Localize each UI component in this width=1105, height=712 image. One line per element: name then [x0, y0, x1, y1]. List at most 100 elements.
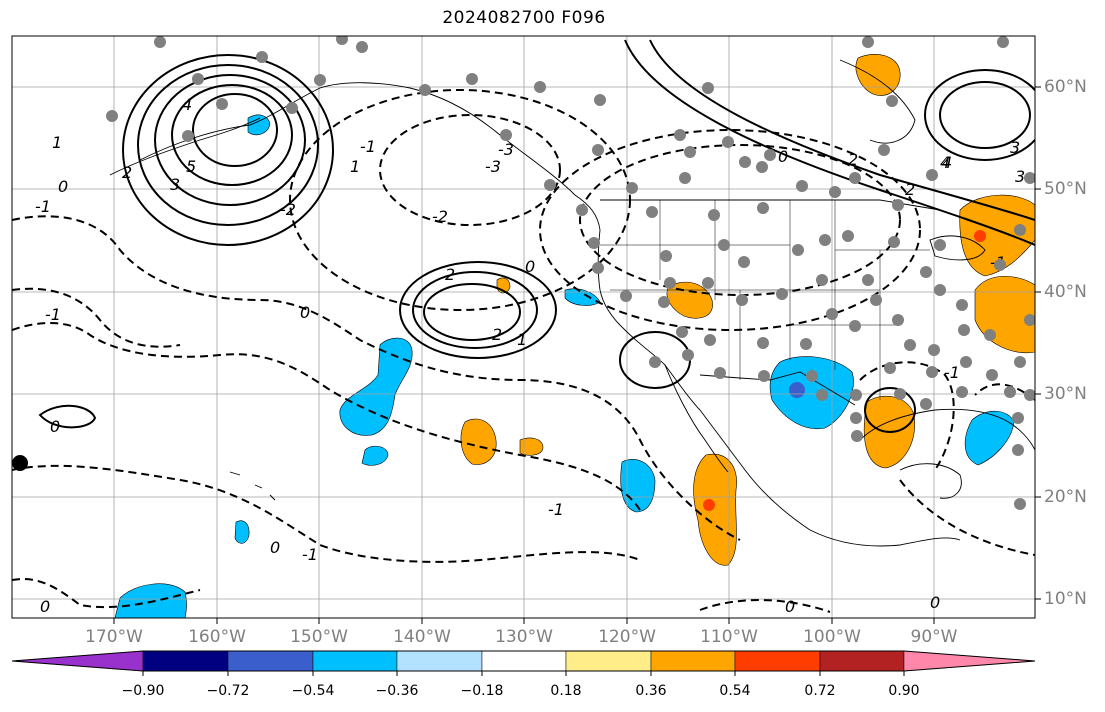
contour-label-group: 3 4 5 4 3 2 1 0 -1 -2 -3 2 1 0 -1 -2 -3 …	[35, 95, 1025, 616]
contour-label: 0	[300, 303, 310, 322]
contour-label: -2	[280, 200, 296, 219]
map-title: 2024082700 F096	[442, 8, 606, 28]
hudson-bay	[839, 59, 916, 144]
contour-label: 0	[785, 597, 795, 616]
negative-region	[339, 337, 413, 436]
lat-label: 20°N	[1044, 487, 1087, 507]
us-mexico-border	[699, 371, 856, 406]
colorbar-segment	[819, 650, 905, 672]
contour-label: 4	[940, 153, 950, 172]
lat-label: 60°N	[1044, 77, 1087, 97]
yucatan	[899, 463, 962, 499]
lat-label: 50°N	[1044, 179, 1087, 199]
negative-region	[620, 459, 656, 513]
contour-label: 0	[930, 593, 940, 612]
coastlines	[109, 59, 1035, 547]
map-background	[12, 36, 1035, 618]
contour-label: 2	[848, 150, 858, 169]
contour-label: 0	[270, 538, 280, 557]
contour-label: -1	[548, 500, 564, 519]
colorbar-segment	[396, 650, 483, 672]
negative-contours	[12, 89, 1035, 613]
colorbar-segment	[312, 650, 398, 672]
mexico-west-coast	[699, 409, 961, 547]
contour-label: 1	[52, 133, 62, 152]
lon-label: 120°W	[598, 627, 656, 647]
lon-label: 160°W	[188, 627, 246, 647]
lat-label: 10°N	[1044, 589, 1087, 609]
contour-label: -2	[432, 207, 448, 226]
colorbar-segment	[481, 650, 567, 672]
contour-label: 0	[778, 147, 788, 166]
colorbar-tick-label: 0.18	[550, 683, 582, 699]
colorbar-tick-label: −0.72	[206, 683, 250, 699]
contour-label: -1	[45, 305, 61, 324]
colorbar-segment	[227, 650, 314, 672]
contour-label: 2	[122, 163, 132, 182]
contour-label: 5	[186, 157, 196, 176]
colorbar-tick-label: 0.72	[804, 683, 836, 699]
positive-region	[693, 453, 737, 566]
colorbar	[11, 650, 1036, 676]
positive-peak	[703, 499, 715, 511]
contour-label: -1	[35, 197, 51, 216]
hawaii-islands	[229, 471, 276, 501]
colorbar-segment	[565, 650, 652, 672]
colorbar-tick-label: −0.18	[460, 683, 504, 699]
contour-label: 0	[525, 257, 535, 276]
contour-label: 2	[445, 265, 455, 284]
negative-peak	[789, 382, 805, 398]
contour-label: 0	[50, 417, 60, 436]
lon-label: 150°W	[290, 627, 348, 647]
colorbar-segment	[903, 650, 1036, 672]
colorbar-tick-label: 0.36	[635, 683, 667, 699]
contour-label: 0	[40, 597, 50, 616]
contour-label: 4	[942, 153, 952, 172]
lat-label: 30°N	[1044, 384, 1087, 404]
contour-label: -1	[302, 545, 318, 564]
contour-label: 1	[517, 330, 527, 349]
lon-label: 130°W	[495, 627, 553, 647]
contour-label: -1	[360, 137, 376, 156]
positive-region	[666, 281, 713, 319]
contour-label: -1	[944, 363, 960, 382]
negative-region	[964, 410, 1015, 466]
graticule	[12, 36, 1035, 618]
lon-label: 140°W	[393, 627, 451, 647]
alaska-coast	[139, 82, 601, 231]
aleutian-chain	[109, 117, 261, 176]
us-canada-border	[600, 199, 941, 211]
positive-peak	[974, 230, 986, 242]
lon-label: 170°W	[85, 627, 143, 647]
lon-label: 110°W	[700, 627, 758, 647]
gulf-coast	[859, 408, 1035, 451]
contour-label: 0	[58, 177, 68, 196]
colorbar-segment	[11, 650, 144, 672]
baja-california	[664, 364, 729, 473]
colorbar-segment	[650, 650, 736, 672]
station-dots	[106, 36, 1035, 510]
contour-label: 2	[492, 325, 502, 344]
axis-ticks	[113, 86, 1041, 624]
negative-region	[361, 445, 389, 466]
lat-label: 40°N	[1044, 282, 1087, 302]
contour-label: 3	[1010, 138, 1020, 157]
positive-anomaly-shading	[460, 54, 1035, 566]
negative-region	[234, 520, 250, 544]
colorbar-tick-label: 0.54	[719, 683, 751, 699]
contour-label: 2	[905, 180, 915, 199]
contour-label: -3	[498, 140, 514, 159]
colorbar-tick-label: −0.36	[375, 683, 419, 699]
contour-label: 3	[1015, 167, 1025, 186]
colorbar-tick-label: −0.90	[121, 683, 165, 699]
great-lakes	[929, 235, 986, 261]
positive-region	[460, 418, 497, 465]
negative-region	[247, 114, 271, 136]
state-borders	[600, 200, 930, 400]
contour-label: 1	[350, 157, 360, 176]
colorbar-tick-label: 0.90	[888, 683, 920, 699]
colorbar-tick-label: −0.54	[291, 683, 335, 699]
black-marker	[12, 455, 28, 471]
positive-region	[519, 437, 544, 456]
